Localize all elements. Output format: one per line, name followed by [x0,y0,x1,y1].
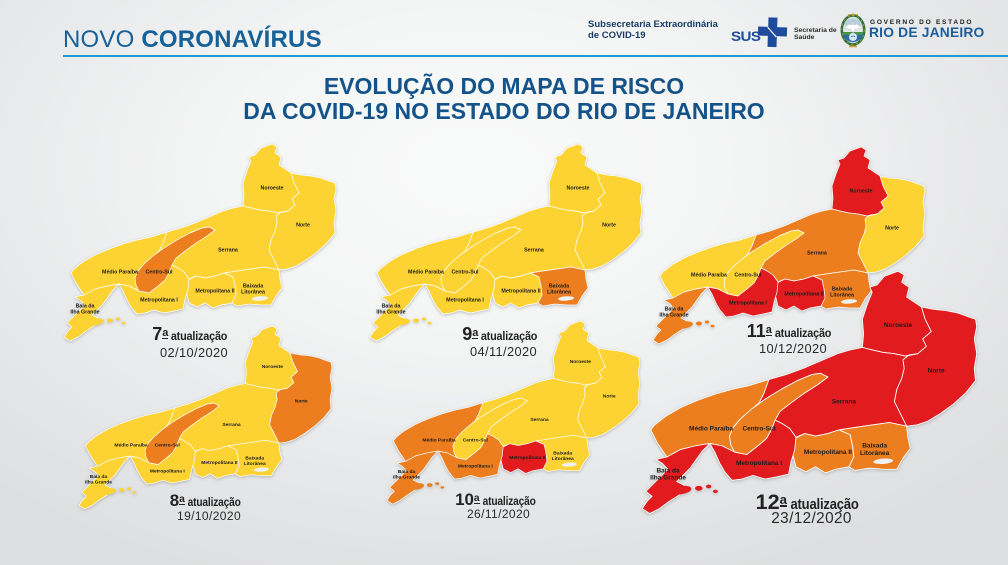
svg-text:Litorânea: Litorânea [830,293,854,299]
svg-text:Metropolitana I: Metropolitana I [150,468,186,474]
svg-text:Baixada: Baixada [832,287,852,293]
svg-text:Baía da: Baía da [90,474,108,480]
svg-text:Baía da: Baía da [76,304,95,310]
svg-text:Serrana: Serrana [222,422,241,428]
svg-text:Baía da: Baía da [382,304,401,310]
svg-text:Centro-Sul: Centro-Sul [145,270,173,276]
svg-text:Ilha Grande: Ilha Grande [70,310,99,316]
svg-text:Baixada: Baixada [553,450,572,456]
svg-text:Norte: Norte [885,226,899,232]
svg-text:Centro-Sul: Centro-Sul [463,437,489,443]
svg-text:Ilha Grande: Ilha Grande [376,310,405,316]
svg-text:Litorânea: Litorânea [244,461,266,467]
svg-text:Ilha Grande: Ilha Grande [393,475,420,481]
svg-text:Metropolitana II: Metropolitana II [201,460,238,466]
svg-text:Noroeste: Noroeste [884,322,913,329]
svg-text:Litorânea: Litorânea [547,290,571,296]
svg-text:Serrana: Serrana [218,248,238,254]
svg-text:Baixada: Baixada [862,443,887,450]
svg-text:Serrana: Serrana [832,398,857,405]
svg-text:Médio Paraíba: Médio Paraíba [422,437,456,443]
svg-text:Noroeste: Noroeste [261,186,284,192]
svg-text:Noroeste: Noroeste [850,189,873,195]
svg-text:Serrana: Serrana [530,417,549,423]
svg-text:Baixada: Baixada [549,284,569,290]
svg-text:Baía da: Baía da [398,469,416,475]
svg-text:Serrana: Serrana [524,248,544,254]
svg-text:Litorânea: Litorânea [860,450,890,457]
svg-text:Médio Paraíba: Médio Paraíba [691,273,727,279]
svg-text:Norte: Norte [602,223,616,229]
svg-text:Centro-Sul: Centro-Sul [742,426,775,433]
svg-text:Baixada: Baixada [245,455,264,461]
svg-text:Ilha Grande: Ilha Grande [659,313,688,319]
svg-text:Ilha Grande: Ilha Grande [85,480,112,486]
svg-text:Centro-Sul: Centro-Sul [734,273,762,279]
svg-text:Litorânea: Litorânea [241,290,265,296]
svg-text:Litorânea: Litorânea [552,456,574,462]
svg-text:Médio Paraíba: Médio Paraíba [689,426,733,433]
svg-text:Baía da: Baía da [656,467,680,474]
svg-text:Metropolitana I: Metropolitana I [458,463,494,469]
svg-text:Médio Paraíba: Médio Paraíba [102,270,138,276]
svg-text:Noroeste: Noroeste [570,359,592,365]
svg-text:Norte: Norte [296,223,310,229]
svg-text:Metropolitana II: Metropolitana II [804,449,852,456]
svg-text:Norte: Norte [603,394,616,400]
svg-text:Metropolitana II: Metropolitana II [784,292,824,298]
svg-text:Metropolitana I: Metropolitana I [140,298,178,304]
svg-text:Noroeste: Noroeste [567,186,590,192]
svg-text:Metropolitana II: Metropolitana II [501,289,541,295]
svg-text:Metropolitana II: Metropolitana II [509,455,546,461]
svg-text:Noroeste: Noroeste [262,364,284,370]
svg-text:Metropolitana I: Metropolitana I [729,301,767,307]
svg-text:Médio Paraíba: Médio Paraíba [408,270,444,276]
svg-text:Centro-Sul: Centro-Sul [451,270,479,276]
svg-text:Serrana: Serrana [807,251,827,257]
svg-text:Metropolitana I: Metropolitana I [736,460,782,467]
svg-text:Ilha Grande: Ilha Grande [650,475,686,482]
svg-text:Baía da: Baía da [665,307,684,313]
svg-text:Metropolitana I: Metropolitana I [446,298,484,304]
svg-text:Médio Paraíba: Médio Paraíba [114,442,148,448]
svg-text:Centro-Sul: Centro-Sul [155,442,181,448]
svg-text:Norte: Norte [295,399,308,405]
svg-text:Norte: Norte [928,368,945,375]
svg-text:Baixada: Baixada [243,284,263,290]
svg-text:Metropolitana II: Metropolitana II [195,289,235,295]
